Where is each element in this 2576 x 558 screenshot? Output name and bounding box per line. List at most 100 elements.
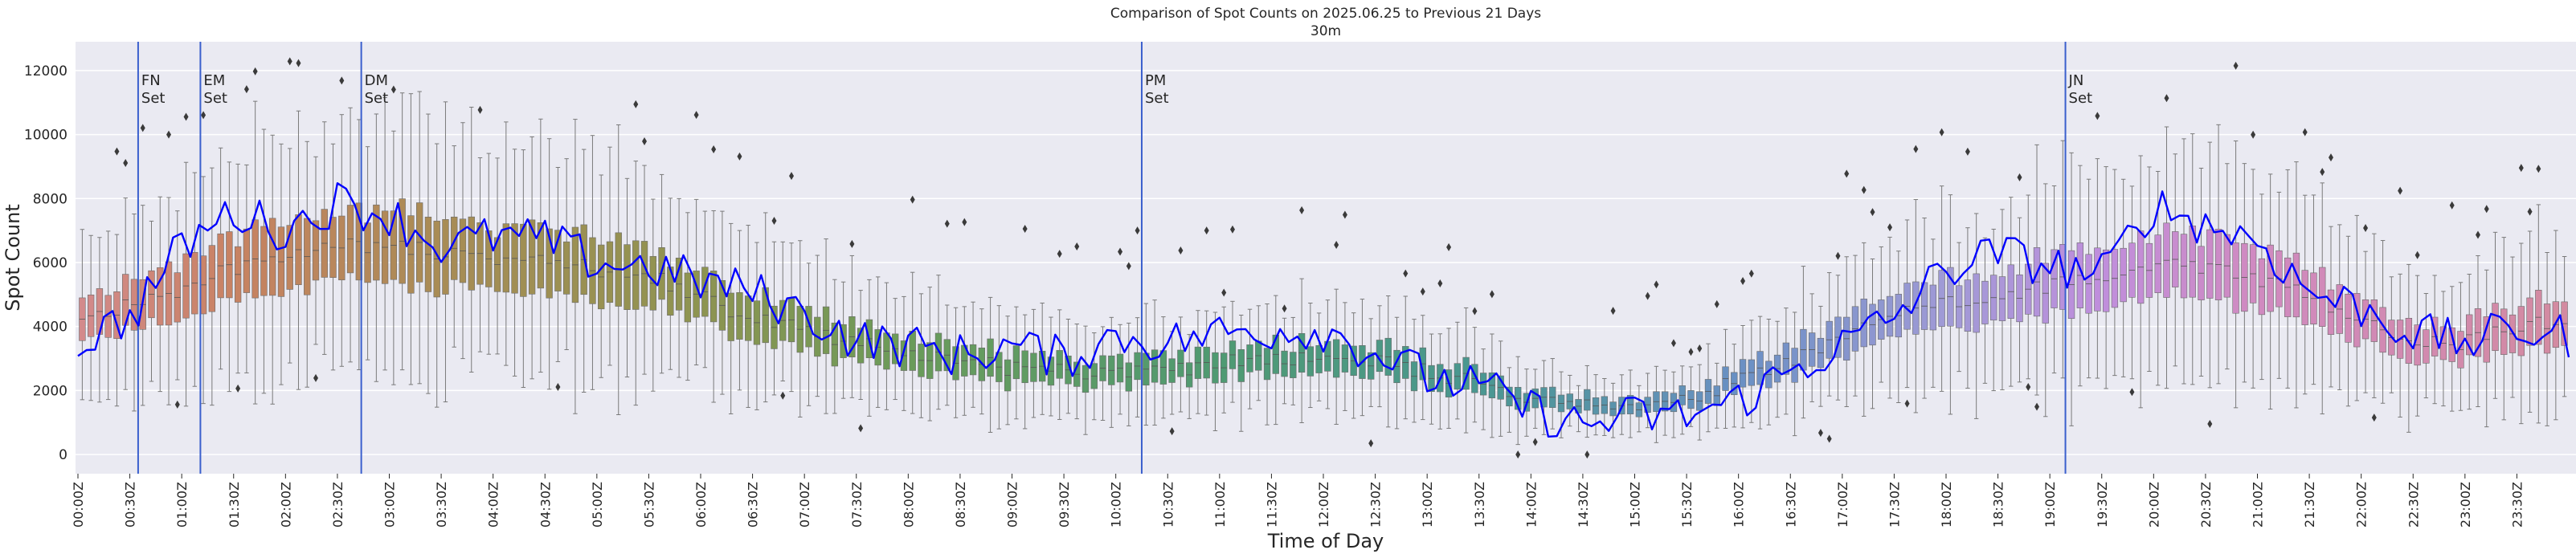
- y-axis-ticks: 0 2000 4000 6000 8000 10000 12000: [24, 63, 67, 463]
- outlier-marker: [1342, 210, 1347, 219]
- outlier-marker: [201, 111, 206, 120]
- x-tick-label: 15:00Z: [1628, 482, 1643, 527]
- x-tick-label: 15:30Z: [1679, 482, 1695, 527]
- outlier-marker: [1645, 291, 1650, 300]
- x-tick-label: 20:30Z: [2198, 482, 2214, 527]
- outlier-marker: [174, 400, 180, 409]
- x-tick-label: 06:30Z: [746, 482, 761, 527]
- gridlines: [76, 70, 2576, 455]
- outlier-marker: [296, 59, 301, 67]
- x-tick-label: 00:00Z: [71, 482, 86, 527]
- outlier-marker: [252, 67, 258, 75]
- outlier-marker: [633, 100, 639, 108]
- reference-line-label: FN: [141, 72, 161, 89]
- outlier-marker: [789, 172, 795, 181]
- reference-line-label: Set: [141, 90, 166, 107]
- outlier-marker: [1282, 304, 1287, 313]
- x-tick-label: 19:00Z: [2042, 482, 2058, 527]
- x-tick-label: 20:00Z: [2146, 482, 2161, 527]
- outlier-marker: [2484, 205, 2489, 214]
- y-tick-label: 4000: [33, 320, 67, 336]
- x-tick-label: 18:30Z: [1991, 482, 2006, 527]
- outlier-marker: [1472, 307, 1478, 316]
- y-tick-label: 6000: [33, 255, 67, 271]
- chart-subtitle: 30m: [1310, 23, 1341, 39]
- y-tick-label: 10000: [24, 128, 67, 144]
- x-tick-label: 01:30Z: [227, 482, 242, 527]
- outlier-marker: [1818, 429, 1823, 438]
- outlier-marker: [1489, 290, 1494, 299]
- y-tick-label: 2000: [33, 383, 67, 399]
- outlier-marker: [2129, 388, 2135, 397]
- y-axis-label: Spot Count: [2, 204, 24, 311]
- outlier-marker: [1654, 280, 1659, 289]
- x-tick-label: 03:30Z: [434, 482, 449, 527]
- outlier-marker: [2302, 128, 2308, 136]
- outlier-marker: [1870, 208, 1875, 217]
- outlier-marker: [1688, 348, 1694, 356]
- reference-line-label: JN: [2068, 72, 2084, 89]
- outlier-marker: [693, 111, 699, 120]
- reference-line-label: Set: [2069, 90, 2093, 107]
- outlier-marker: [944, 219, 950, 228]
- outlier-marker: [1437, 279, 1443, 288]
- outlier-marker: [555, 383, 561, 392]
- reference-line-label: Set: [365, 90, 389, 107]
- x-tick-label: 10:30Z: [1160, 482, 1176, 527]
- x-tick-label: 08:30Z: [953, 482, 968, 527]
- outlier-marker: [1584, 450, 1590, 459]
- outlier-marker: [1334, 240, 1339, 249]
- outlier-marker: [910, 195, 915, 204]
- x-axis-ticks: 00:00Z 00:30Z 01:00Z 01:30Z 02:00Z 02:30Z 03:0…: [71, 474, 2525, 527]
- outlier-marker: [2164, 94, 2169, 103]
- x-tick-label: 01:00Z: [174, 482, 190, 527]
- outlier-marker: [1074, 242, 1080, 251]
- x-tick-label: 17:30Z: [1887, 482, 1902, 527]
- outlier-marker: [1826, 434, 1832, 443]
- outlier-marker: [1861, 185, 1867, 194]
- x-tick-label: 07:00Z: [797, 482, 812, 527]
- outlier-marker: [2026, 383, 2031, 392]
- outlier-marker: [2233, 61, 2239, 70]
- outlier-marker: [1126, 262, 1131, 271]
- outlier-marker: [114, 147, 120, 156]
- outlier-marker: [2034, 402, 2040, 411]
- outlier-marker: [771, 217, 777, 226]
- outlier-marker: [962, 218, 967, 226]
- outlier-marker: [2363, 223, 2369, 232]
- reference-line-label: EM: [203, 72, 225, 89]
- x-tick-label: 11:30Z: [1264, 482, 1279, 527]
- x-tick-label: 10:00Z: [1109, 482, 1124, 527]
- outlier-marker: [2251, 130, 2256, 139]
- outlier-marker: [1670, 339, 1676, 348]
- x-tick-label: 21:00Z: [2251, 482, 2266, 527]
- x-tick-label: 04:00Z: [486, 482, 501, 527]
- outlier-marker: [1118, 247, 1123, 256]
- x-tick-label: 02:00Z: [278, 482, 293, 527]
- outlier-marker: [2475, 230, 2480, 239]
- outlier-marker: [1135, 226, 1140, 235]
- outlier-marker: [1169, 427, 1175, 436]
- x-tick-label: 09:30Z: [1057, 482, 1072, 527]
- outlier-marker: [1022, 224, 1028, 233]
- x-tick-label: 16:00Z: [1732, 482, 1747, 527]
- outlier-marker: [1965, 147, 1970, 156]
- outlier-marker: [183, 112, 189, 121]
- outlier-marker: [140, 124, 145, 132]
- outlier-marker: [2207, 419, 2213, 428]
- outlier-marker: [390, 85, 396, 94]
- outlier-marker: [2414, 250, 2420, 259]
- x-tick-label: 14:00Z: [1523, 482, 1539, 527]
- x-tick-label: 04:30Z: [538, 482, 553, 527]
- outlier-marker: [1835, 251, 1841, 260]
- x-tick-label: 06:00Z: [693, 482, 709, 527]
- outlier-marker: [1610, 307, 1616, 316]
- x-tick-label: 19:30Z: [2095, 482, 2110, 527]
- reference-line-label: Set: [203, 90, 227, 107]
- y-tick-label: 8000: [33, 191, 67, 207]
- x-tick-label: 16:30Z: [1783, 482, 1798, 527]
- outlier-marker: [235, 384, 241, 393]
- outlier-marker: [2371, 413, 2377, 422]
